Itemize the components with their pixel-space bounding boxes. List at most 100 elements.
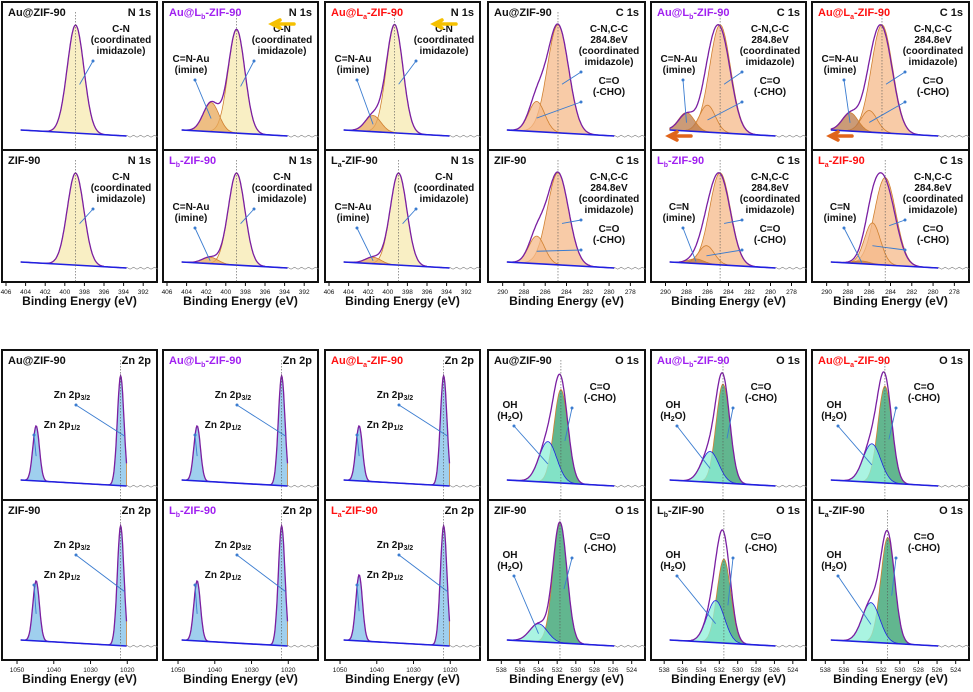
x-axis-title: Binding Energy (eV)	[345, 294, 460, 308]
x-tick-label: 404	[20, 289, 31, 296]
core-level-label: C 1s	[940, 155, 963, 167]
arrow-head	[675, 574, 679, 578]
peak-label: (coordinated	[414, 183, 475, 194]
annotation-arrow	[75, 404, 125, 437]
annotation-arrow	[513, 425, 549, 465]
peak-label: (-CHO)	[593, 235, 625, 246]
x-axis-title: Binding Energy (eV)	[183, 672, 298, 686]
peak-label: C-N,C-C	[590, 24, 628, 35]
annotation-arrow	[676, 575, 716, 624]
background-baseline	[830, 129, 939, 137]
peak-label: imidazole)	[258, 46, 307, 57]
arrow-head	[731, 406, 735, 410]
x-tick-label: 526	[608, 667, 619, 674]
x-tick-label: 284	[885, 289, 896, 296]
peak-label: (-CHO)	[745, 393, 777, 404]
core-level-label: O 1s	[615, 505, 639, 517]
annotation-arrow	[564, 407, 573, 442]
arrow-head	[894, 556, 898, 560]
x-tick-label: 1050	[333, 667, 348, 674]
peak-label: C-N	[435, 172, 453, 183]
background-baseline	[506, 479, 615, 487]
x-tick-label: 394	[118, 289, 129, 296]
peak-shift-arrow-icon	[826, 130, 854, 142]
x-tick-label: 288	[681, 289, 692, 296]
background-baseline	[343, 261, 450, 269]
peak-label: (H2O)	[821, 561, 847, 573]
x-tick-label: 532	[552, 667, 563, 674]
x-tick-label: 524	[787, 667, 798, 674]
peak-label: (-CHO)	[908, 543, 940, 554]
annotation-arrow	[561, 219, 582, 224]
peak-label: C-N	[112, 172, 130, 183]
background-baseline	[181, 639, 288, 647]
x-tick-label: 400	[382, 289, 393, 296]
arrow-head	[842, 78, 846, 82]
peak-label: imidazole)	[420, 194, 469, 205]
raw-data-tail	[287, 134, 320, 138]
arrow-head	[740, 100, 744, 104]
x-tick-label: 402	[40, 289, 51, 296]
x-tick-label: 1040	[208, 667, 223, 674]
peak-label: (-CHO)	[917, 235, 949, 246]
peak-shift-arrow-icon	[430, 18, 458, 30]
arrow-head	[570, 556, 574, 560]
background-baseline	[20, 261, 127, 269]
core-level-label: N 1s	[451, 155, 474, 167]
peak-label: OH	[666, 400, 681, 411]
annotation-arrow	[888, 407, 897, 440]
annotation-arrow	[402, 208, 417, 225]
peak-label: (coordinated	[252, 183, 313, 194]
core-level-label: O 1s	[776, 505, 800, 517]
peak-label: C-N,C-C	[751, 172, 789, 183]
peak-label: C=O	[914, 382, 935, 393]
x-tick-label: 534	[696, 667, 707, 674]
peak-label: (imine)	[663, 65, 696, 76]
panel-o1s-au-zif90: Au@ZIF-90 O 1s C=O(-CHO) OH(H2O)	[487, 349, 646, 501]
annotation-arrow	[79, 60, 94, 85]
peak-label: (H2O)	[821, 411, 847, 423]
peak-label: (-CHO)	[584, 393, 616, 404]
x-tick-label: 290	[497, 289, 508, 296]
x-tick-label: 536	[515, 667, 526, 674]
panel-frame	[162, 499, 319, 661]
x-tick-label: 288	[842, 289, 853, 296]
x-tick-label: 280	[604, 289, 615, 296]
arrow-head	[193, 78, 197, 82]
x-tick-label: 530	[894, 667, 905, 674]
core-level-label: C 1s	[777, 155, 800, 167]
core-level-label: N 1s	[128, 7, 151, 19]
annotation-arrow	[682, 227, 697, 262]
x-tick-label: 290	[660, 289, 671, 296]
peak-label: (-CHO)	[754, 87, 786, 98]
peak-label: (H2O)	[497, 411, 523, 423]
raw-data-tail	[775, 484, 808, 488]
raw-data-tail	[938, 484, 970, 488]
x-tick-label: 286	[540, 289, 551, 296]
x-tick-label: 392	[461, 289, 472, 296]
arrow-head	[74, 553, 78, 557]
sample-label: Au@Lb-ZIF-90	[657, 355, 729, 369]
panel-c1s-zif90: ZIF-90 C 1s C-N,C-C284.8eV(coordinatedimid…	[487, 149, 646, 283]
annotation-arrow	[240, 60, 255, 87]
peak-label: 284.8eV	[914, 183, 952, 194]
arrow-head	[903, 218, 907, 222]
peak-label: C=N-Au	[173, 54, 210, 65]
x-tick-label: 406	[324, 289, 335, 296]
annotation-arrow	[726, 407, 734, 439]
background-baseline	[343, 639, 450, 647]
peak-label: C=N-Au	[822, 54, 859, 65]
arrow-head	[32, 583, 36, 587]
raw-data-tail	[938, 134, 970, 138]
peak-label: C-N	[435, 24, 453, 35]
x-tick-label: 538	[496, 667, 507, 674]
peak-label: OH	[503, 400, 518, 411]
peak-label: imidazole)	[909, 57, 958, 68]
core-level-label: Zn 2p	[122, 355, 152, 367]
core-level-label: Zn 2p	[445, 505, 475, 517]
arrow-head	[579, 70, 583, 74]
